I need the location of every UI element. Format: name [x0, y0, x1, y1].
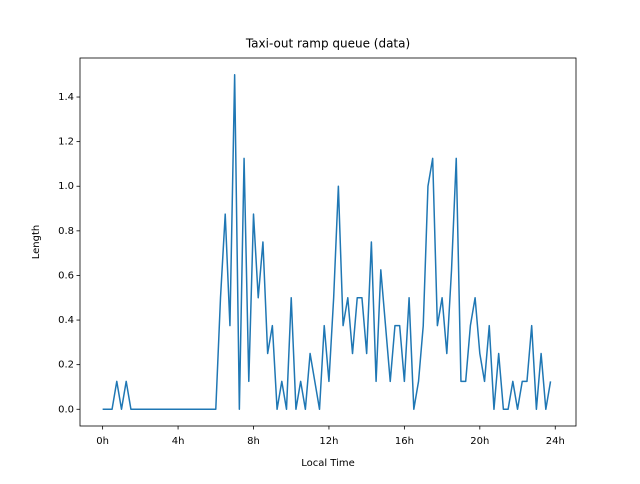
- plot-frame: [79, 57, 577, 427]
- y-tick-label: 0.8: [58, 226, 74, 237]
- x-tick-label: 20h: [470, 436, 489, 447]
- x-tick-label: 0h: [96, 436, 109, 447]
- data-line: [102, 73, 552, 411]
- x-tick-label: 16h: [395, 436, 414, 447]
- y-axis-label: Length: [31, 225, 42, 260]
- x-tick-label: 24h: [546, 436, 565, 447]
- x-tick-label: 8h: [247, 436, 260, 447]
- y-tick-label: 0.0: [58, 404, 74, 415]
- y-tick-label: 1.4: [58, 92, 74, 103]
- x-tick-label: 4h: [172, 436, 185, 447]
- x-axis-label: Local Time: [301, 458, 355, 469]
- y-tick-label: 0.4: [58, 315, 74, 326]
- y-tick-label: 1.2: [58, 137, 74, 148]
- y-tick-label: 1.0: [58, 181, 74, 192]
- y-tick-label: 0.2: [58, 360, 74, 371]
- x-tick-label: 12h: [319, 436, 338, 447]
- chart-title: Taxi-out ramp queue (data): [245, 37, 410, 51]
- y-tick-label: 0.6: [58, 270, 74, 281]
